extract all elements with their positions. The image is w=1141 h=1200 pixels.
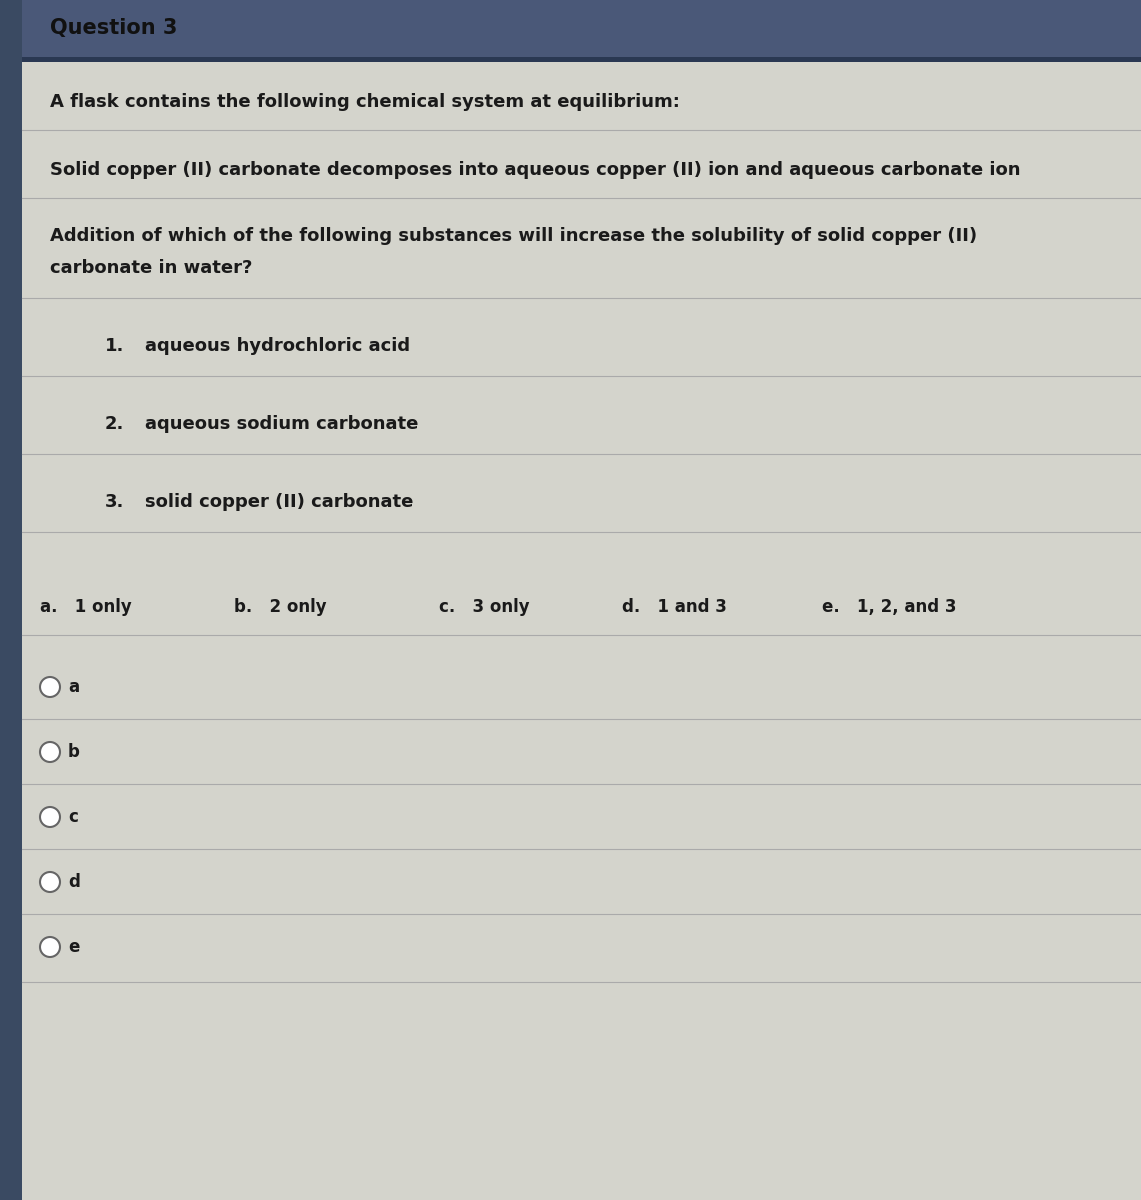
Text: c.   3 only: c. 3 only [439, 598, 529, 616]
Text: b: b [68, 743, 80, 761]
Circle shape [40, 806, 60, 827]
Text: 1.: 1. [105, 337, 124, 355]
Text: c: c [68, 808, 78, 826]
Text: 3.: 3. [105, 493, 124, 511]
Text: Addition of which of the following substances will increase the solubility of so: Addition of which of the following subst… [50, 227, 977, 245]
FancyBboxPatch shape [22, 0, 1141, 58]
Text: Question 3: Question 3 [50, 18, 177, 38]
FancyBboxPatch shape [22, 62, 1141, 1200]
Text: e: e [68, 938, 80, 956]
Text: solid copper (II) carbonate: solid copper (II) carbonate [145, 493, 413, 511]
Circle shape [40, 742, 60, 762]
FancyBboxPatch shape [22, 56, 1141, 62]
Text: a.   1 only: a. 1 only [40, 598, 131, 616]
Text: d: d [68, 874, 80, 890]
Circle shape [40, 872, 60, 892]
Text: 2.: 2. [105, 415, 124, 433]
FancyBboxPatch shape [0, 0, 22, 1200]
Text: carbonate in water?: carbonate in water? [50, 259, 252, 277]
Text: b.   2 only: b. 2 only [234, 598, 326, 616]
Text: A flask contains the following chemical system at equilibrium:: A flask contains the following chemical … [50, 92, 680, 110]
Circle shape [40, 677, 60, 697]
Text: Solid copper (II) carbonate decomposes into aqueous copper (II) ion and aqueous : Solid copper (II) carbonate decomposes i… [50, 161, 1020, 179]
Text: aqueous hydrochloric acid: aqueous hydrochloric acid [145, 337, 410, 355]
Text: d.   1 and 3: d. 1 and 3 [622, 598, 727, 616]
Text: e.   1, 2, and 3: e. 1, 2, and 3 [822, 598, 956, 616]
Text: a: a [68, 678, 79, 696]
Circle shape [40, 937, 60, 958]
Text: aqueous sodium carbonate: aqueous sodium carbonate [145, 415, 419, 433]
